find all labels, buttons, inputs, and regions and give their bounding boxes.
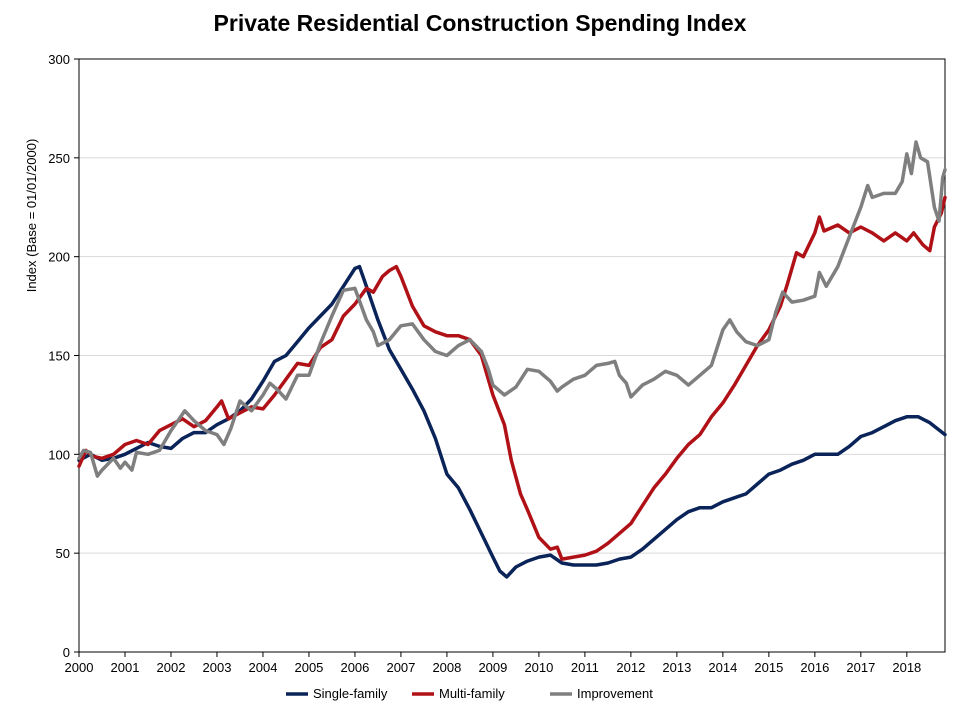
x-tick-label: 2009 — [478, 660, 507, 675]
legend-label: Improvement — [577, 686, 653, 701]
x-tick-label: 2018 — [892, 660, 921, 675]
chart-title: Private Residential Construction Spendin… — [213, 10, 747, 36]
x-tick-label: 2014 — [708, 660, 737, 675]
series-lines — [77, 140, 947, 579]
x-tick-label: 2007 — [386, 660, 415, 675]
x-tick-label: 2003 — [203, 660, 232, 675]
x-tick-label: 2013 — [662, 660, 691, 675]
x-tick-label: 2006 — [340, 660, 369, 675]
x-tick-label: 2002 — [157, 660, 186, 675]
series-line-single-family — [77, 264, 947, 579]
y-tick-label: 0 — [63, 645, 70, 660]
y-tick-label: 100 — [48, 447, 70, 462]
y-tick-label: 150 — [48, 349, 70, 364]
x-tick-label: 2000 — [65, 660, 94, 675]
x-tick-label: 2016 — [800, 660, 829, 675]
x-tick-label: 2017 — [846, 660, 875, 675]
x-tick-label: 2008 — [432, 660, 461, 675]
x-tick-label: 2011 — [571, 660, 599, 675]
y-axis-ticks: 0 50 100 150 200 250 300 — [48, 52, 79, 660]
gridlines — [79, 157, 945, 554]
y-tick-label: 250 — [48, 151, 70, 166]
series-line-improvement — [77, 140, 947, 478]
x-tick-label: 2004 — [249, 660, 278, 675]
y-tick-label: 200 — [48, 250, 70, 265]
y-axis-label: Index (Base = 01/01/2000) — [24, 139, 39, 293]
y-tick-label: 50 — [56, 546, 70, 561]
x-axis-ticks: 2000 2001 2002 2003 2004 2005 2006 2007 2008 2009… — [65, 652, 921, 675]
x-tick-label: 2005 — [294, 660, 323, 675]
legend: Single-family Multi-family Improvement — [286, 686, 653, 701]
x-tick-label: 2012 — [616, 660, 645, 675]
x-tick-label: 2015 — [754, 660, 783, 675]
legend-label: Single-family — [313, 686, 388, 701]
series-line-multi-family — [77, 195, 947, 561]
legend-label: Multi-family — [439, 686, 505, 701]
y-tick-label: 300 — [48, 52, 70, 67]
x-tick-label: 2001 — [111, 660, 140, 675]
x-tick-label: 2010 — [524, 660, 553, 675]
